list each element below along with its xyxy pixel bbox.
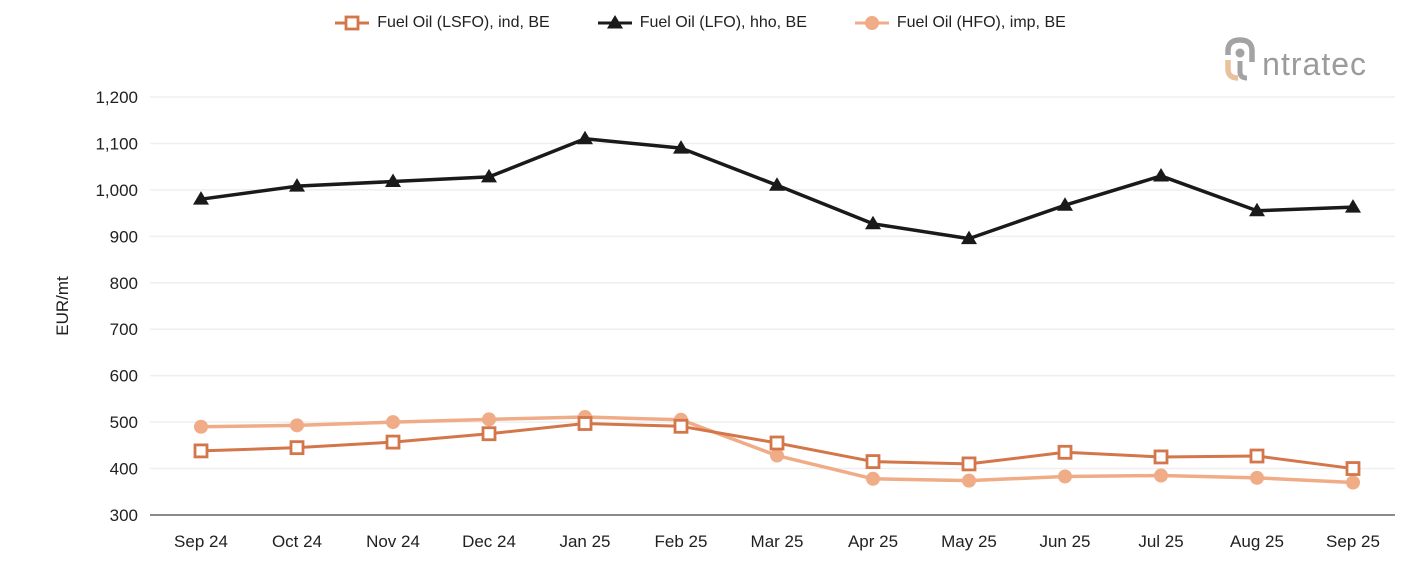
legend-label-hfo: Fuel Oil (HFO), imp, BE: [896, 14, 1066, 31]
y-tick-label: 1,100: [95, 134, 138, 153]
x-tick-label: Dec 24: [462, 532, 516, 551]
data-point-circle[interactable]: [1058, 469, 1072, 484]
x-tick-label: Sep 24: [174, 532, 228, 551]
y-tick-label: 400: [110, 460, 138, 479]
data-point-circle[interactable]: [386, 415, 400, 430]
x-tick-label: Mar 25: [751, 532, 804, 551]
data-point-triangle[interactable]: [865, 215, 881, 230]
data-point-square[interactable]: [1057, 444, 1073, 460]
data-point-square[interactable]: [385, 434, 401, 450]
y-tick-label: 500: [110, 413, 138, 432]
y-tick-label: 800: [110, 274, 138, 293]
series-square: [193, 416, 1361, 476]
data-point-triangle[interactable]: [385, 173, 401, 188]
x-tick-label: Apr 25: [848, 532, 898, 551]
x-tick-label: May 25: [941, 532, 997, 551]
legend-item-lsfo[interactable]: Fuel Oil (LSFO), ind, BE: [335, 14, 550, 32]
logo-text: ntratec: [1262, 46, 1367, 82]
data-point-triangle[interactable]: [606, 15, 623, 29]
intratec-logo-mark-icon: [1225, 37, 1255, 81]
legend-item-lfo[interactable]: Fuel Oil (LFO), hho, BE: [597, 14, 807, 32]
intratec-logo: ntratec: [1221, 34, 1367, 82]
data-point-square[interactable]: [193, 443, 209, 459]
triangle-marker-icon: [597, 15, 632, 29]
data-point-circle[interactable]: [866, 471, 880, 486]
data-point-triangle[interactable]: [481, 168, 497, 183]
data-point-square[interactable]: [1249, 448, 1265, 464]
data-point-triangle[interactable]: [1345, 199, 1361, 213]
data-point-square[interactable]: [344, 15, 360, 31]
y-tick-label: 600: [110, 367, 138, 386]
data-point-square[interactable]: [673, 418, 689, 434]
legend-item-hfo[interactable]: Fuel Oil (HFO), imp, BE: [854, 14, 1066, 32]
y-tick-label: 1,200: [95, 88, 138, 107]
y-tick-label: 900: [110, 227, 138, 246]
data-point-triangle[interactable]: [673, 140, 689, 154]
data-point-triangle[interactable]: [1057, 197, 1073, 211]
x-tick-label: Jun 25: [1039, 532, 1090, 551]
data-point-triangle[interactable]: [193, 191, 209, 205]
x-tick-label: Nov 24: [366, 532, 420, 551]
data-point-square[interactable]: [769, 435, 785, 451]
data-point-square[interactable]: [1153, 449, 1169, 465]
data-point-triangle[interactable]: [961, 230, 977, 245]
series-triangle: [193, 130, 1361, 245]
x-tick-label: Jul 25: [1138, 532, 1183, 551]
data-point-square[interactable]: [577, 416, 593, 431]
chart-legend: Fuel Oil (LSFO), ind, BE Fuel Oil (LFO),…: [0, 14, 1401, 32]
data-point-triangle[interactable]: [1153, 167, 1169, 182]
y-axis-title: EUR/mt: [53, 276, 72, 336]
data-point-triangle[interactable]: [289, 178, 305, 192]
x-tick-label: Jan 25: [559, 532, 610, 551]
data-point-circle[interactable]: [482, 412, 496, 427]
data-point-square[interactable]: [865, 454, 881, 469]
data-point-square[interactable]: [1345, 461, 1361, 476]
legend-label-lfo: Fuel Oil (LFO), hho, BE: [639, 14, 807, 31]
legend-label-lsfo: Fuel Oil (LSFO), ind, BE: [377, 14, 550, 31]
data-point-circle[interactable]: [864, 16, 879, 30]
data-point-circle[interactable]: [962, 473, 976, 488]
x-tick-label: Sep 25: [1326, 532, 1380, 551]
data-point-square[interactable]: [481, 426, 497, 442]
x-tick-label: Aug 25: [1230, 532, 1284, 551]
data-point-circle[interactable]: [1346, 475, 1360, 490]
data-point-square[interactable]: [289, 440, 305, 456]
data-point-circle[interactable]: [1250, 470, 1264, 485]
data-point-circle[interactable]: [290, 418, 304, 433]
data-point-circle[interactable]: [194, 419, 208, 434]
data-point-circle[interactable]: [770, 448, 784, 463]
square-marker-icon: [335, 15, 370, 31]
circle-marker-icon: [854, 16, 889, 30]
y-tick-label: 700: [110, 320, 138, 339]
x-tick-label: Feb 25: [655, 532, 708, 551]
data-point-triangle[interactable]: [769, 177, 785, 191]
y-tick-label: 300: [110, 506, 138, 525]
data-point-circle[interactable]: [1154, 468, 1168, 483]
y-tick-label: 1,000: [95, 181, 138, 200]
data-point-triangle[interactable]: [1249, 202, 1265, 217]
data-point-square[interactable]: [961, 456, 977, 472]
x-tick-label: Oct 24: [272, 532, 322, 551]
data-point-triangle[interactable]: [577, 130, 593, 145]
